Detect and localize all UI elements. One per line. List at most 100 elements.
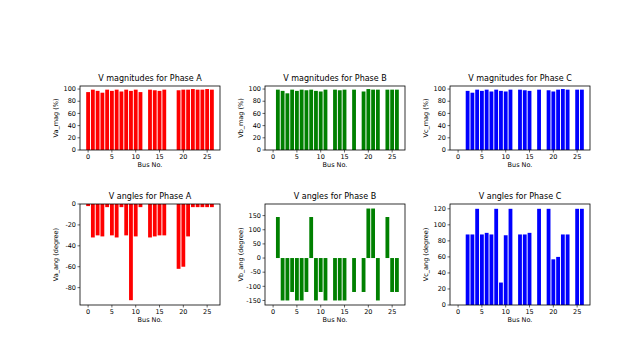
bar <box>124 204 128 235</box>
bar <box>556 257 560 305</box>
y-tick <box>263 150 266 151</box>
bar <box>200 90 204 150</box>
y-tick-label: 100 <box>249 85 261 93</box>
bar <box>295 258 299 300</box>
bar <box>100 204 104 236</box>
bar <box>300 258 304 300</box>
y-tick-label: 40 <box>438 122 446 130</box>
x-tick-label: 15 <box>155 153 163 161</box>
bar <box>105 204 109 207</box>
bar <box>494 209 498 305</box>
bar <box>324 258 328 300</box>
bar <box>480 91 484 150</box>
bar <box>547 90 551 150</box>
y-tick-label: 0 <box>442 146 446 154</box>
axes-frame <box>80 204 220 305</box>
y-axis-label: Vc_mag (%) <box>422 98 430 137</box>
bar <box>575 209 579 305</box>
y-tick <box>263 258 266 259</box>
bar <box>191 204 195 207</box>
x-axis-label: Bus No. <box>138 161 163 169</box>
bar <box>300 90 304 150</box>
y-axis-label: Vb_ang (degree) <box>237 228 245 282</box>
y-tick <box>263 101 266 102</box>
y-tick <box>448 224 451 225</box>
x-tick-label: 0 <box>271 308 275 316</box>
y-tick <box>263 89 266 90</box>
bar <box>295 91 299 150</box>
y-tick <box>78 224 81 225</box>
bar <box>475 90 479 150</box>
axes-frame <box>265 86 405 150</box>
x-tick-label: 5 <box>295 308 299 316</box>
bar <box>205 204 209 207</box>
bar <box>385 217 389 258</box>
bar <box>385 90 389 150</box>
bar <box>504 91 508 150</box>
bar <box>575 90 579 150</box>
bar <box>390 258 394 292</box>
y-tick <box>78 137 81 138</box>
y-tick-label: 0 <box>442 301 446 309</box>
bar <box>371 90 375 150</box>
bar <box>148 204 152 237</box>
y-axis-label: Va_mag (%) <box>52 99 60 138</box>
bar <box>499 91 503 150</box>
bar <box>134 204 138 236</box>
x-axis-label: Bus No. <box>323 316 348 324</box>
bar <box>466 234 470 305</box>
bar <box>129 204 133 300</box>
bar <box>561 89 565 150</box>
y-tick-label: 150 <box>249 212 261 220</box>
subplot: 0510152025-150-100-50050100150V angles f… <box>237 192 405 324</box>
y-tick <box>448 89 451 90</box>
y-tick <box>263 243 266 244</box>
y-tick-label: 80 <box>438 237 446 245</box>
x-tick-label: 10 <box>502 153 510 161</box>
x-tick-label: 15 <box>525 308 533 316</box>
y-tick <box>448 150 451 151</box>
y-tick <box>263 286 266 287</box>
x-tick-label: 10 <box>132 308 140 316</box>
bar <box>91 90 95 150</box>
y-tick-label: -50 <box>250 268 261 276</box>
bar <box>158 91 162 150</box>
bar <box>305 258 309 292</box>
bar <box>504 235 508 305</box>
y-tick <box>78 125 81 126</box>
y-axis-label: Vb_mag (%) <box>237 98 245 138</box>
y-tick-label: 60 <box>438 253 446 261</box>
bar <box>338 258 342 300</box>
y-tick-label: 80 <box>438 97 446 105</box>
x-tick-label: 0 <box>86 308 90 316</box>
y-tick-label: 40 <box>438 269 446 277</box>
y-tick-label: 100 <box>249 226 261 234</box>
bar <box>561 234 565 305</box>
x-tick-label: 15 <box>155 308 163 316</box>
x-tick-label: 20 <box>179 308 187 316</box>
bar <box>134 90 138 150</box>
x-tick-label: 10 <box>317 153 325 161</box>
bar <box>366 89 370 150</box>
title: V angles for Phase A <box>109 192 192 201</box>
y-tick <box>263 125 266 126</box>
bar <box>115 204 119 237</box>
bar <box>120 91 124 150</box>
x-tick-label: 10 <box>132 153 140 161</box>
y-tick <box>448 305 451 306</box>
y-tick-label: 60 <box>68 110 76 118</box>
bar <box>470 93 474 150</box>
y-tick <box>78 89 81 90</box>
bar <box>86 92 90 150</box>
title: V magnitudes for Phase B <box>283 74 386 83</box>
bars <box>86 89 214 150</box>
bar <box>509 90 513 150</box>
y-tick-label: 0 <box>72 146 76 154</box>
bar <box>285 258 289 300</box>
bar <box>494 90 498 150</box>
bar <box>395 258 399 292</box>
axes-frame <box>450 86 590 150</box>
y-axis-label: Va_ang (degree) <box>52 228 60 281</box>
bar <box>276 90 280 150</box>
y-tick-label: 0 <box>257 254 261 262</box>
